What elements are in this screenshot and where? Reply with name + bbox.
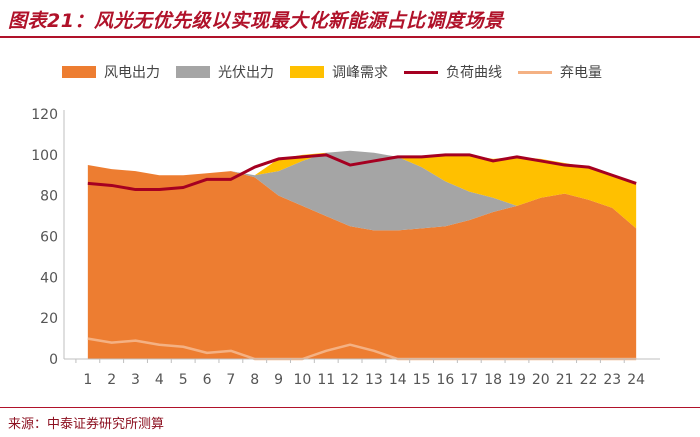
x-tick-label-18: 19 bbox=[508, 372, 526, 388]
y-tick-label-3: 60 bbox=[40, 230, 58, 246]
legend-label-curtail: 弃电量 bbox=[560, 65, 602, 81]
x-tick-label-2: 3 bbox=[131, 372, 140, 388]
x-tick-label-22: 23 bbox=[603, 372, 621, 388]
legend-swatch-curtail bbox=[518, 70, 552, 74]
legend-label-load: 负荷曲线 bbox=[446, 65, 502, 81]
y-tick-label-0: 0 bbox=[49, 352, 58, 368]
x-tick-label-10: 11 bbox=[317, 372, 335, 388]
legend-item-solar: 光伏出力 bbox=[176, 62, 274, 82]
x-tick-label-5: 6 bbox=[203, 372, 212, 388]
x-tick-label-21: 22 bbox=[580, 372, 598, 388]
y-tick-label-4: 80 bbox=[40, 189, 58, 205]
x-tick-label-16: 17 bbox=[460, 372, 478, 388]
x-tick-label-14: 15 bbox=[413, 372, 431, 388]
area-series-3 bbox=[87, 150, 637, 229]
y-tick-label-5: 100 bbox=[31, 148, 58, 164]
legend-item-load: 负荷曲线 bbox=[404, 62, 502, 82]
x-tick-label-6: 7 bbox=[226, 372, 235, 388]
x-tick-label-23: 24 bbox=[627, 372, 645, 388]
legend-swatch-peak bbox=[290, 66, 324, 78]
x-tick-label-3: 4 bbox=[155, 372, 164, 388]
source-divider bbox=[0, 407, 700, 408]
legend-label-peak: 调峰需求 bbox=[332, 65, 388, 81]
area-series-2 bbox=[87, 150, 637, 231]
x-tick-label-11: 12 bbox=[341, 372, 359, 388]
x-tick-label-8: 9 bbox=[274, 372, 283, 388]
x-tick-label-20: 21 bbox=[556, 372, 574, 388]
line-series-1 bbox=[87, 153, 637, 192]
legend-item-curtail: 弃电量 bbox=[518, 62, 602, 82]
x-tick-label-9: 10 bbox=[293, 372, 311, 388]
x-tick-label-12: 13 bbox=[365, 372, 383, 388]
chart-title: 图表21：风光无优先级以实现最大化新能源占比调度场景 bbox=[8, 10, 504, 32]
x-tick-label-7: 8 bbox=[250, 372, 259, 388]
x-tick-label-15: 16 bbox=[437, 372, 455, 388]
y-tick-label-1: 20 bbox=[40, 311, 58, 327]
x-tick-label-13: 14 bbox=[389, 372, 407, 388]
legend-swatch-solar bbox=[176, 66, 210, 78]
x-tick-label-1: 2 bbox=[107, 372, 116, 388]
title-divider bbox=[0, 36, 700, 38]
legend-item-wind: 风电出力 bbox=[62, 62, 160, 82]
y-tick-label-2: 40 bbox=[40, 270, 58, 286]
legend-swatch-wind bbox=[62, 66, 96, 78]
legend-label-solar: 光伏出力 bbox=[218, 65, 274, 81]
source-note: 来源：中泰证券研究所测算 bbox=[8, 417, 165, 432]
legend: 风电出力 光伏出力 调峰需求 负荷曲线 弃电量 bbox=[62, 62, 618, 82]
x-tick-label-4: 5 bbox=[179, 372, 188, 388]
area-series-1 bbox=[87, 165, 637, 359]
x-tick-label-17: 18 bbox=[484, 372, 502, 388]
x-tick-label-0: 1 bbox=[83, 372, 92, 388]
y-tick-label-6: 120 bbox=[31, 107, 58, 123]
legend-label-wind: 风电出力 bbox=[104, 65, 160, 81]
x-tick-label-19: 20 bbox=[532, 372, 550, 388]
legend-item-peak: 调峰需求 bbox=[290, 62, 388, 82]
legend-swatch-load bbox=[404, 70, 438, 74]
